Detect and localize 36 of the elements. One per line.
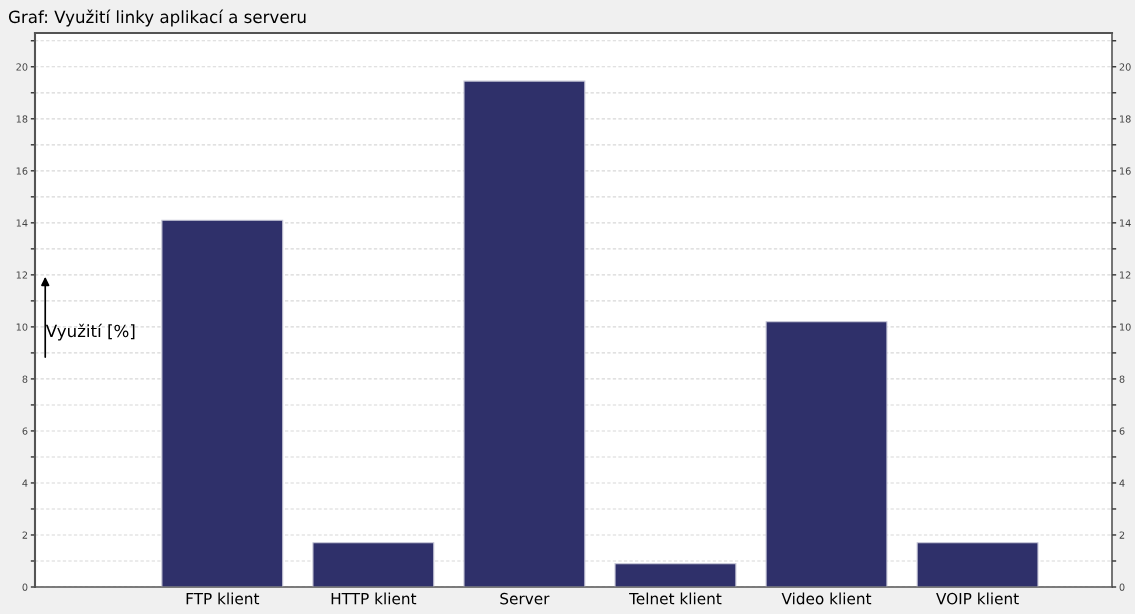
x-tick-label: Server xyxy=(500,592,550,605)
bar xyxy=(765,321,888,587)
y-tick-label: 20 xyxy=(16,63,28,71)
bar xyxy=(916,542,1039,587)
bar xyxy=(463,80,586,587)
x-tick-label: Telnet klient xyxy=(629,592,722,605)
x-tick-label: Video klient xyxy=(781,592,872,605)
y2-tick-label: 2 xyxy=(1119,531,1125,539)
bar xyxy=(161,219,284,587)
y2-tick-label: 16 xyxy=(1120,167,1131,175)
y-tick-label: 14 xyxy=(16,219,28,227)
x-tick-label: HTTP klient xyxy=(331,592,417,605)
y-tick-label: 2 xyxy=(22,531,28,539)
y-tick-label: 6 xyxy=(22,427,28,435)
y2-tick-label: 0 xyxy=(1119,583,1125,591)
y2-tick-label: 10 xyxy=(1120,323,1131,331)
y2-tick-label: 4 xyxy=(1119,479,1125,487)
y2-tick-label: 20 xyxy=(1119,63,1131,71)
x-tick-label: FTP klient xyxy=(186,592,260,605)
y-tick-label: 4 xyxy=(22,479,28,487)
y-tick-label: 12 xyxy=(16,271,28,279)
y-tick-label: 18 xyxy=(16,115,28,123)
chart-title: Graf: Využití linky aplikací a serveru xyxy=(8,9,306,27)
y-axis-title: Využití [%] xyxy=(45,323,135,341)
y2-tick-label: 8 xyxy=(1119,375,1125,383)
y2-tick-label: 6 xyxy=(1119,427,1125,435)
bar xyxy=(614,563,737,587)
y-tick-label: 16 xyxy=(16,167,28,175)
y-tick-label: 8 xyxy=(22,375,28,383)
y-tick-label: 0 xyxy=(22,583,28,591)
y2-tick-label: 14 xyxy=(1120,219,1131,227)
bar xyxy=(312,542,435,587)
y2-tick-label: 12 xyxy=(1120,271,1131,279)
y2-tick-label: 18 xyxy=(1120,115,1131,123)
y-tick-label: 10 xyxy=(16,323,28,331)
x-tick-label: VOIP klient xyxy=(936,592,1019,605)
